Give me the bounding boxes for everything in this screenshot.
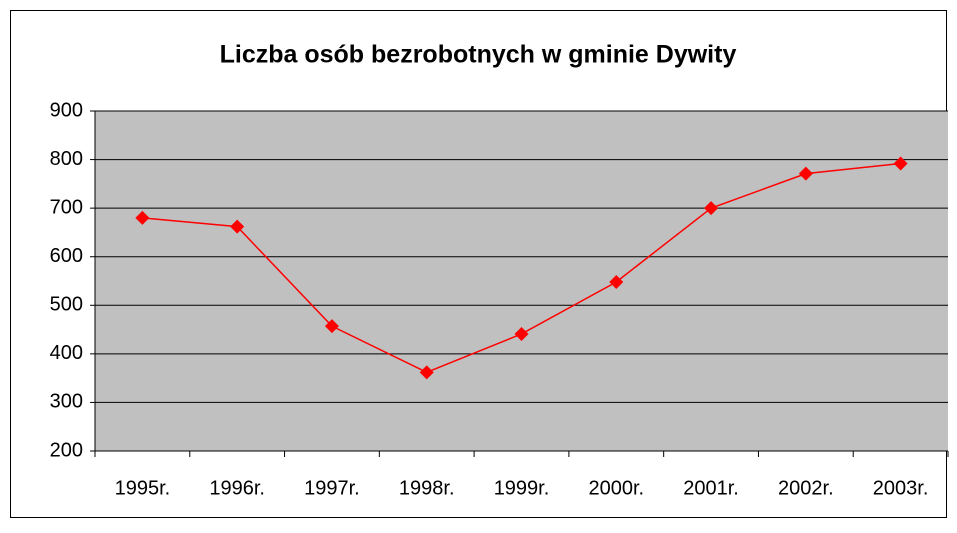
y-tick-label: 400 <box>50 342 83 364</box>
y-tick-label: 500 <box>50 294 83 316</box>
y-tick-label: 300 <box>50 391 83 413</box>
data-marker <box>514 326 529 341</box>
data-marker <box>324 319 339 334</box>
x-tick-label: 2003r. <box>873 477 929 499</box>
x-tick-label: 1995r. <box>115 477 171 499</box>
x-tick-label: 2002r. <box>778 477 834 499</box>
y-tick-label: 600 <box>50 245 83 267</box>
data-marker <box>135 210 150 225</box>
x-tick-label: 1997r. <box>304 477 360 499</box>
chart-title: Liczba osób bezrobotnych w gminie Dywity <box>220 41 737 69</box>
x-tick-label: 2001r. <box>683 477 739 499</box>
y-tick-label: 700 <box>50 196 83 218</box>
data-marker <box>419 365 434 380</box>
x-tick-label: 2000r. <box>588 477 644 499</box>
data-marker <box>798 166 813 181</box>
x-tick-label: 1999r. <box>494 477 550 499</box>
data-marker <box>230 219 245 234</box>
plot-area <box>95 111 948 451</box>
data-marker <box>893 156 908 171</box>
y-tick-label: 800 <box>50 148 83 170</box>
y-tick-label: 200 <box>50 439 83 461</box>
data-marker <box>609 274 624 289</box>
x-tick-label: 1996r. <box>209 477 265 499</box>
y-tick-label: 900 <box>50 99 83 121</box>
x-tick-label: 1998r. <box>399 477 455 499</box>
data-marker <box>704 201 719 216</box>
